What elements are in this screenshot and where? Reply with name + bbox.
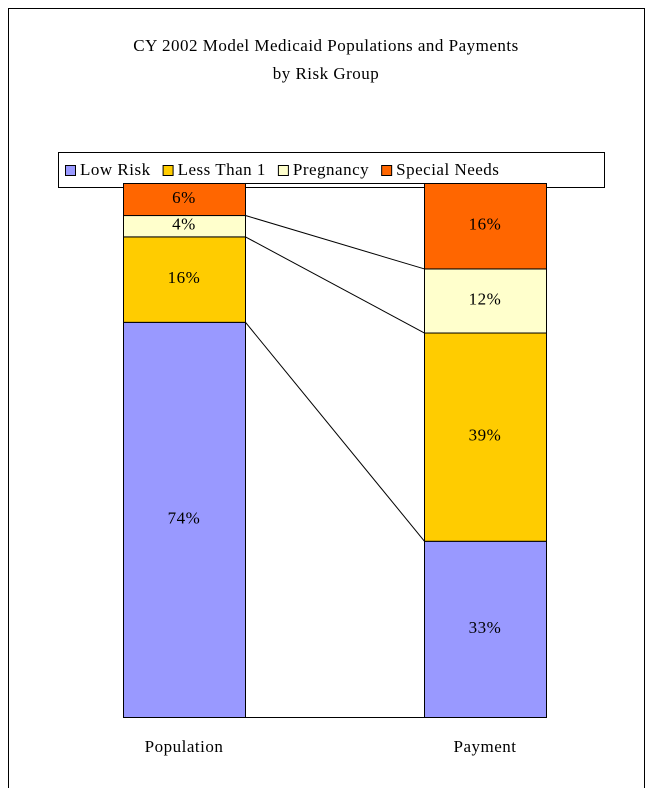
legend-label: Low Risk bbox=[80, 160, 151, 179]
legend-swatch bbox=[277, 165, 289, 176]
value-label: 16% bbox=[469, 215, 502, 234]
value-label: 4% bbox=[172, 215, 196, 234]
bar-segment bbox=[123, 183, 246, 217]
bar-segment bbox=[424, 268, 547, 334]
value-label: 6% bbox=[172, 188, 196, 207]
legend-label: Pregnancy bbox=[293, 160, 369, 179]
bar-segment bbox=[424, 332, 547, 542]
value-label: 39% bbox=[469, 426, 502, 445]
legend-swatch bbox=[162, 165, 174, 176]
bar-segment bbox=[123, 321, 246, 718]
legend-swatch bbox=[65, 165, 76, 176]
chart-frame bbox=[8, 8, 645, 788]
x-tick-label: Population bbox=[145, 737, 224, 756]
chart-title: CY 2002 Model Medicaid Populations and P… bbox=[133, 36, 519, 55]
value-label: 16% bbox=[168, 268, 201, 287]
x-tick-label: Payment bbox=[454, 737, 517, 756]
value-label: 33% bbox=[469, 618, 502, 637]
legend-box bbox=[58, 152, 605, 188]
legend-label: Special Needs bbox=[396, 160, 499, 179]
legend-swatch bbox=[381, 165, 393, 176]
series-line bbox=[245, 322, 425, 542]
value-label: 74% bbox=[168, 508, 201, 527]
value-label: 12% bbox=[469, 289, 502, 308]
legend-label: Less Than 1 bbox=[178, 160, 266, 179]
series-line bbox=[245, 236, 425, 334]
series-line bbox=[245, 215, 425, 270]
bar-segment bbox=[424, 540, 547, 719]
bar-segment bbox=[424, 183, 547, 270]
chart-title: by Risk Group bbox=[273, 64, 380, 83]
